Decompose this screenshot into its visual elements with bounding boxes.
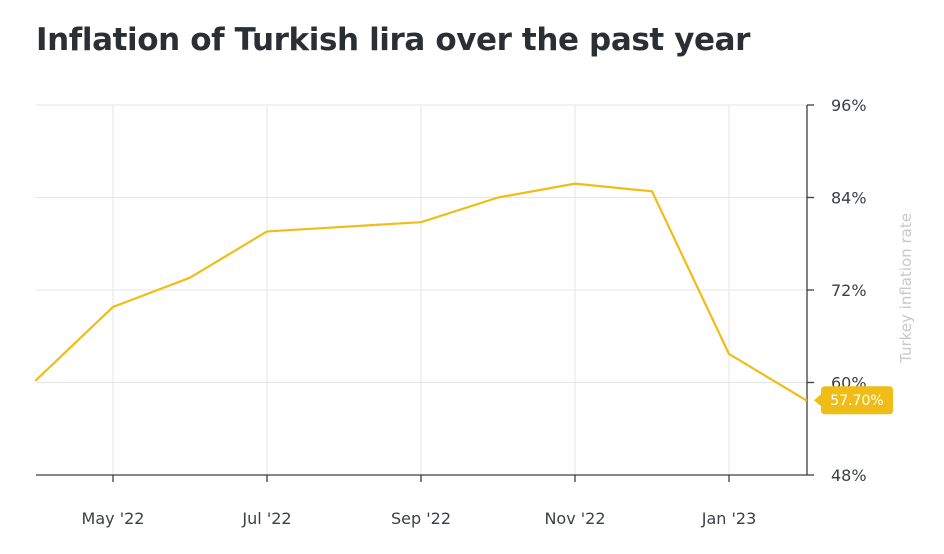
y-axis-label: Turkey inflation rate bbox=[897, 213, 915, 364]
series-line bbox=[34, 182, 808, 402]
last-value-badge: 57.70% bbox=[814, 386, 893, 415]
y-tick-label: 72% bbox=[831, 281, 867, 300]
y-tick-label: 96% bbox=[831, 96, 867, 115]
x-tick-label: Jan '23 bbox=[701, 509, 757, 528]
x-axis-ticks: May '22 Jul '22 Sep '22 Nov '22 Jan '23 bbox=[82, 475, 757, 528]
series-group bbox=[34, 182, 808, 402]
grid-lines bbox=[36, 104, 807, 475]
y-tick-label: 48% bbox=[831, 466, 867, 485]
chart-title: Inflation of Turkish lira over the past … bbox=[36, 22, 751, 58]
x-tick-label: May '22 bbox=[82, 509, 145, 528]
x-tick-label: Nov '22 bbox=[544, 509, 605, 528]
last-value-badge-bg bbox=[814, 386, 893, 415]
y-axis-ticks: 48%60%72%84%96% bbox=[807, 96, 867, 485]
x-tick-label: Sep '22 bbox=[391, 509, 451, 528]
x-tick-label: Jul '22 bbox=[241, 509, 291, 528]
y-tick-label: 84% bbox=[831, 189, 867, 208]
last-value-label: 57.70% bbox=[830, 393, 883, 409]
